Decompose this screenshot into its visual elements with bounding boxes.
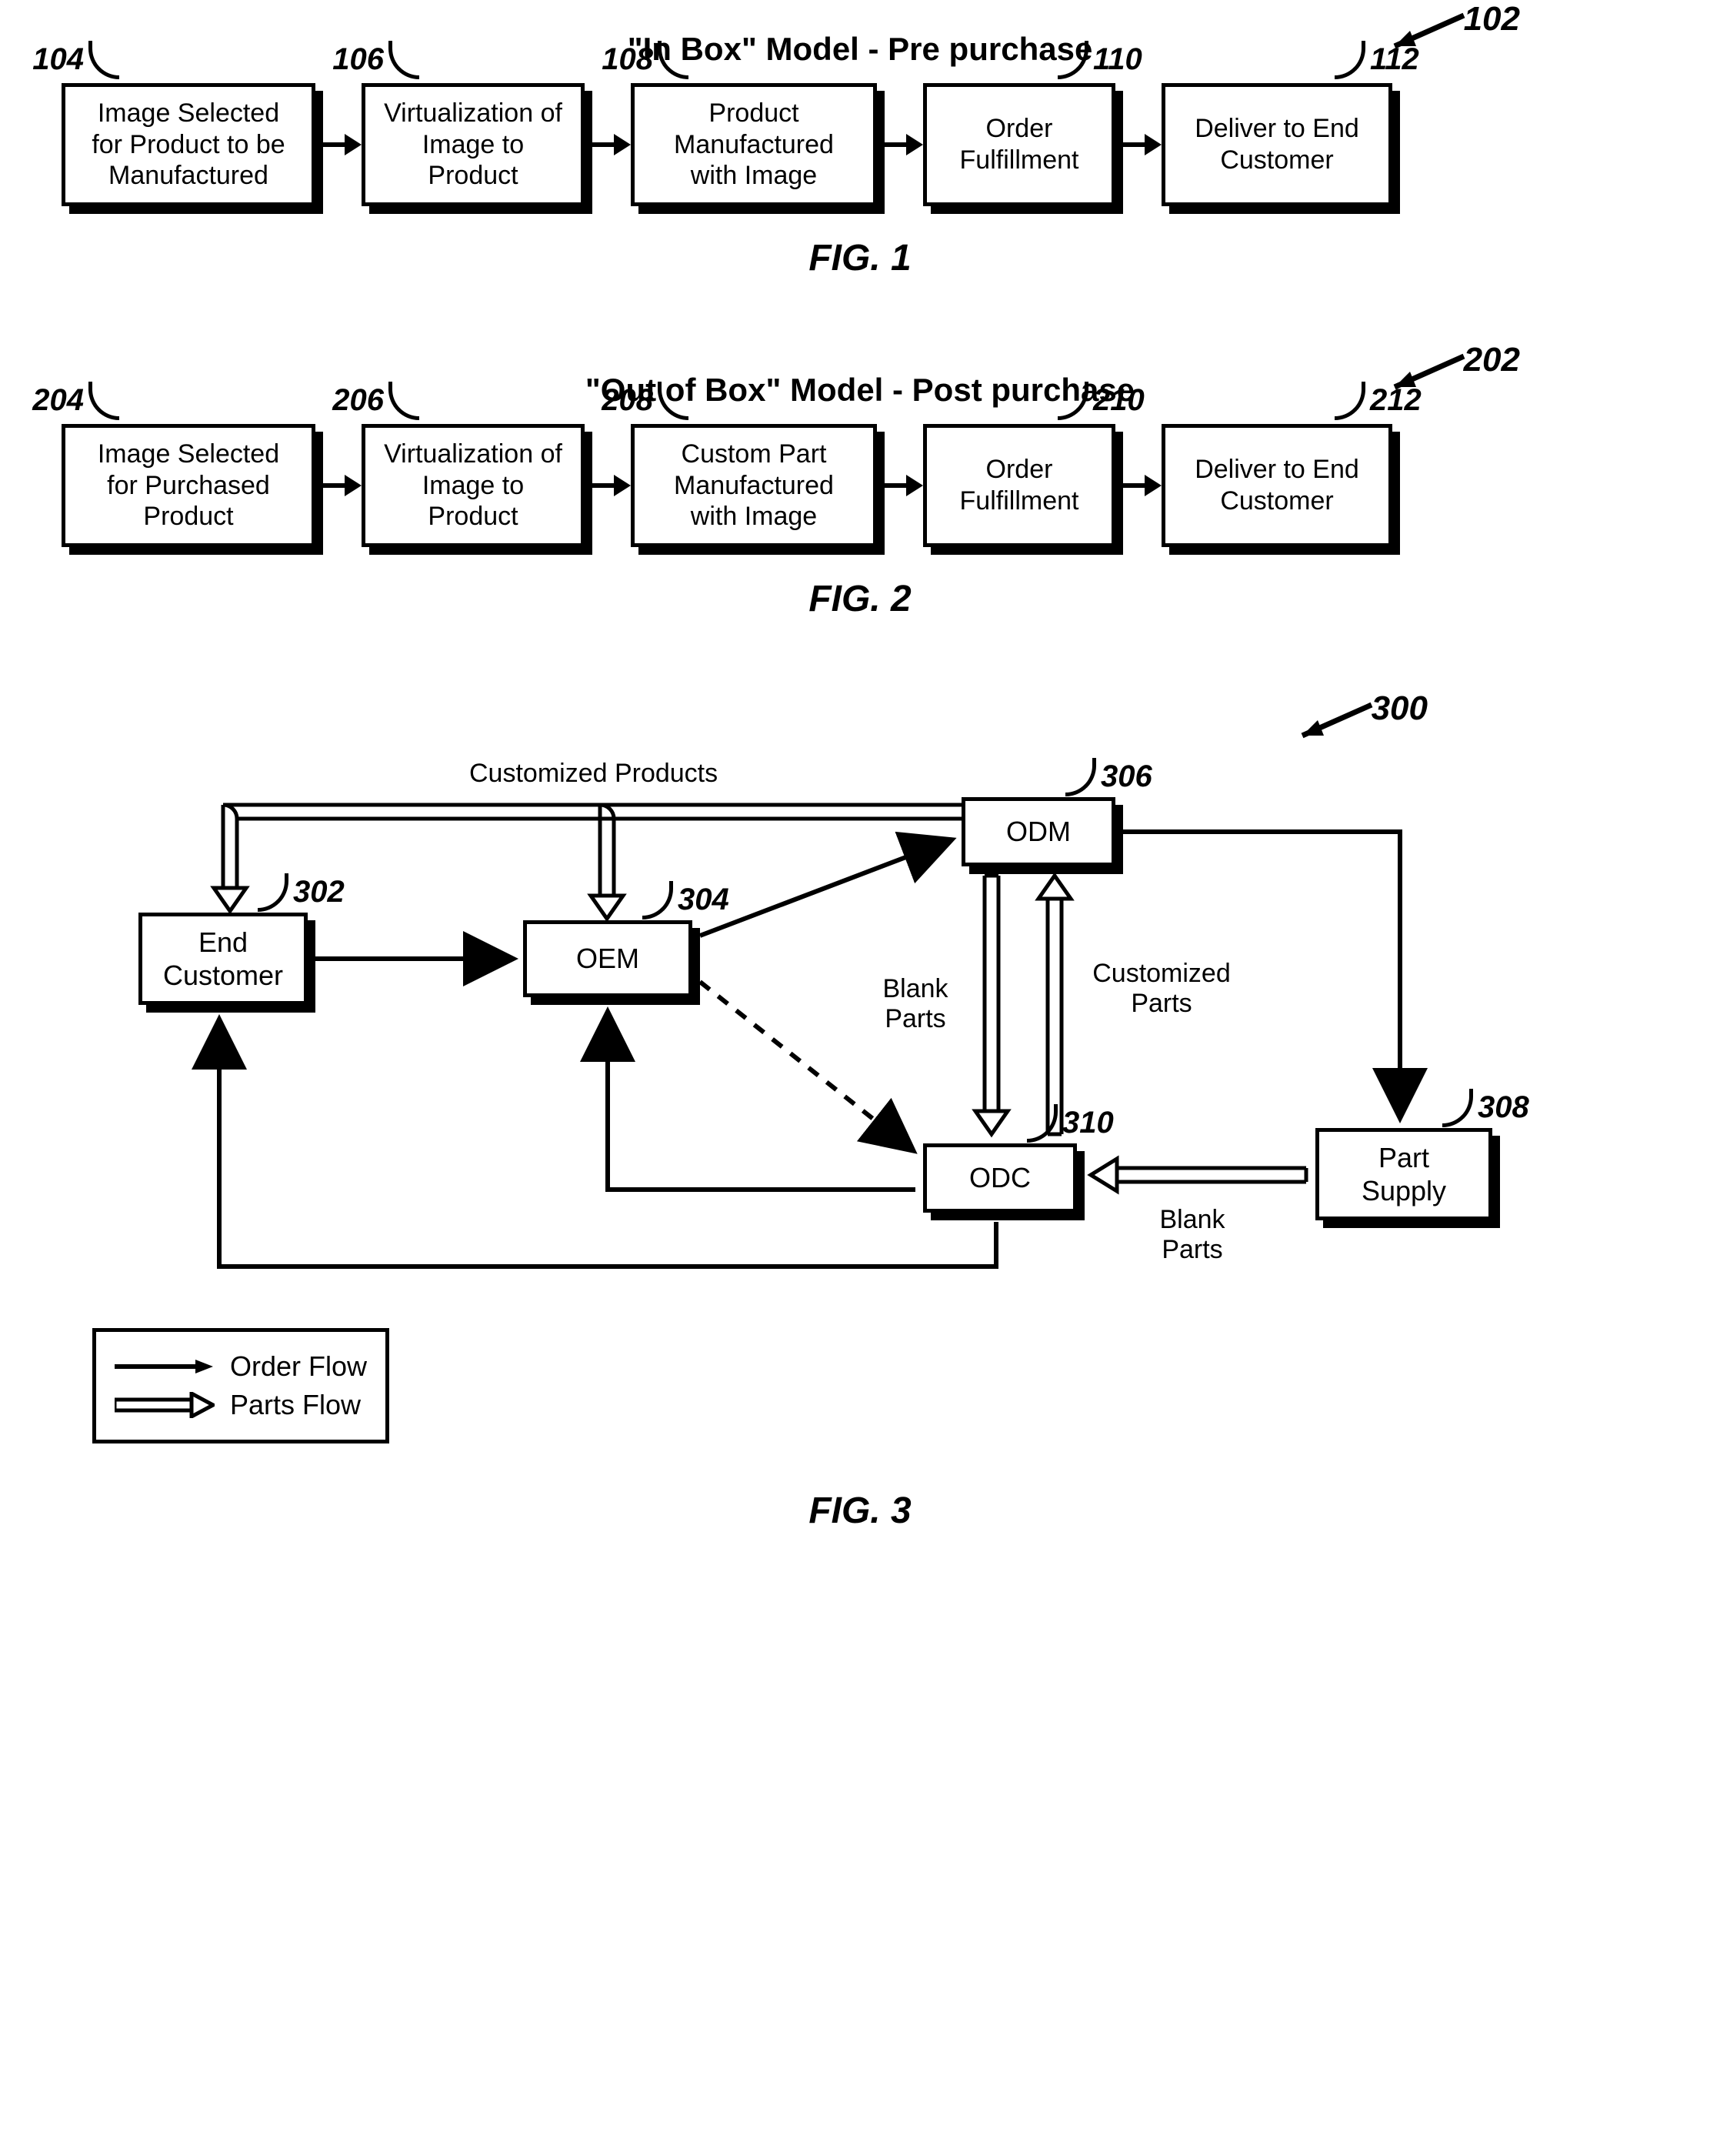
flow-box-112: Deliver to End Customer112 [1162, 83, 1392, 206]
ref-110: 110 [1058, 41, 1142, 79]
ref-208: 208 [602, 382, 688, 420]
node-part_supply: Part Supply308 [1315, 1128, 1492, 1220]
figure-1: 102 "In Box" Model - Pre purchase Image … [31, 31, 1689, 279]
fig2-flow: Image Selected for Purchased Product204 V… [31, 424, 1689, 547]
ref-104: 104 [32, 41, 119, 79]
ref-106: 106 [332, 41, 419, 79]
flow-box-208: Custom Part Manufactured with Image208 [631, 424, 877, 547]
ref-310: 310 [1027, 1104, 1114, 1143]
arrow [585, 478, 631, 493]
fig2-ref: 202 [1464, 341, 1520, 379]
fig3-canvas: Customized Products Blank Parts Customiz… [92, 713, 1628, 1405]
fig3-connections [92, 713, 1631, 1405]
ref-112: 112 [1335, 41, 1419, 79]
fig2-ref-text: 202 [1464, 341, 1520, 379]
node-odc: ODC310 [923, 1143, 1077, 1213]
label-customized-parts: Customized Parts [1081, 959, 1242, 1019]
arrow [585, 137, 631, 152]
flow-box-206: Virtualization of Image to Product206 [362, 424, 585, 547]
node-odm: ODM306 [962, 797, 1115, 866]
node-oem: OEM304 [523, 920, 692, 997]
node-end_customer: End Customer302 [138, 913, 308, 1005]
label-blank-parts: Blank Parts [869, 974, 962, 1034]
fig3-caption: FIG. 3 [31, 1490, 1689, 1532]
arrow [877, 478, 923, 493]
label-blank-parts-2: Blank Parts [1146, 1205, 1238, 1265]
arrow [1115, 478, 1162, 493]
flow-box-204: Image Selected for Purchased Product204 [62, 424, 315, 547]
flow-box-106: Virtualization of Image to Product106 [362, 83, 585, 206]
flow-box-212: Deliver to End Customer212 [1162, 424, 1392, 547]
arrow [1115, 137, 1162, 152]
arrow [315, 478, 362, 493]
flow-box-104: Image Selected for Product to be Manufac… [62, 83, 315, 206]
label-customized-products: Customized Products [469, 759, 718, 789]
fig1-ref: 102 [1464, 0, 1520, 38]
flow-box-110: Order Fulfillment110 [923, 83, 1115, 206]
flow-box-210: Order Fulfillment210 [923, 424, 1115, 547]
fig1-ref-text: 102 [1464, 0, 1520, 38]
ref-308: 308 [1442, 1089, 1529, 1127]
ref-212: 212 [1335, 382, 1422, 420]
ref-204: 204 [32, 382, 119, 420]
flow-box-108: Product Manufactured with Image108 [631, 83, 877, 206]
arrow [877, 137, 923, 152]
fig1-flow: Image Selected for Product to be Manufac… [31, 83, 1689, 206]
ref-304: 304 [642, 881, 729, 919]
fig1-caption: FIG. 1 [31, 237, 1689, 279]
arrow [315, 137, 362, 152]
ref-210: 210 [1058, 382, 1145, 420]
ref-306: 306 [1065, 758, 1152, 796]
ref-108: 108 [602, 41, 688, 79]
ref-206: 206 [332, 382, 419, 420]
figure-3: 300 [31, 713, 1689, 1532]
fig2-caption: FIG. 2 [31, 578, 1689, 620]
ref-302: 302 [258, 873, 345, 912]
figure-2: 202 "Out of Box" Model - Post purchase I… [31, 372, 1689, 620]
